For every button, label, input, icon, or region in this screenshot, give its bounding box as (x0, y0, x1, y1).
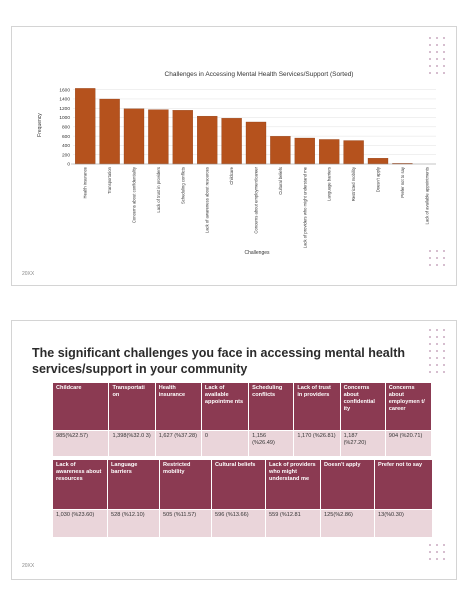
y-tick-label: 1400 (59, 97, 70, 103)
x-tick-label: Cultural beliefs (278, 167, 283, 195)
value-lack-of-appointments: 0 (200, 430, 250, 457)
value-lack-of-awareness: 1,030 (%23.60) (52, 509, 108, 538)
slide-table: The significant challenges you face in a… (11, 320, 457, 580)
header-language-barriers: Language barriers (107, 459, 160, 510)
x-tick-label: Scheduling conflicts (180, 167, 185, 204)
x-tick-label: Concerns about employment/career (254, 166, 259, 233)
header-employment: Concerns about employmen t/ career (384, 382, 433, 431)
y-tick-label: 1000 (59, 115, 70, 121)
bar (270, 136, 291, 165)
bar (319, 139, 340, 165)
x-tick-label: Transportation (107, 166, 112, 194)
header-lack-of-providers: Lack of providers who might understand m… (265, 459, 321, 510)
decorative-dots (429, 37, 450, 79)
x-tick-label: Lack of available appointments (424, 167, 429, 225)
x-tick-label: Prefer not to say (400, 166, 405, 198)
y-tick-label: 400 (62, 143, 70, 149)
x-tick-label: Lack of trust in providers (156, 167, 161, 213)
y-tick-label: 1600 (59, 87, 70, 93)
y-tick-label: 800 (62, 125, 70, 131)
chart-title: Challenges in Accessing Mental Health Se… (165, 71, 354, 78)
y-tick-label: 200 (62, 152, 70, 158)
header-confidentiality: Concerns about confidential ity (339, 382, 386, 431)
bar (148, 109, 169, 165)
header-transportation: Transportati on (108, 382, 156, 431)
y-tick-label: 0 (67, 162, 70, 168)
bar (343, 140, 364, 165)
bar (245, 121, 267, 165)
slide-title: The significant challenges you face in a… (32, 346, 406, 376)
slide-chart: 0 200 400 600 800 1000 1200 1400 1600 Health ins… (11, 26, 457, 286)
bar (221, 118, 242, 165)
challenges-table-2: Lack of awareness about resources Langua… (52, 459, 433, 538)
y-tick-label: 1200 (59, 106, 70, 112)
value-lack-of-providers: 559 (%12.81 (265, 509, 321, 538)
value-restricted-mobility: 505 (%11.57) (159, 509, 212, 538)
header-lack-of-appointments: Lack of available appointme nts (200, 382, 250, 431)
header-cultural-beliefs: Cultural beliefs (211, 459, 266, 510)
bar (75, 88, 96, 165)
header-restricted-mobility: Restricted mobility (159, 459, 212, 510)
header-doesnt-apply: Doesn't apply (320, 459, 375, 510)
value-prefer-not-to-say: 13(%0.30) (374, 509, 433, 538)
value-employment: 904 (%20.71) (384, 430, 433, 457)
x-tick-label: Lack of providers who might understand m… (302, 166, 307, 248)
value-doesnt-apply: 125(%2.86) (320, 509, 375, 538)
x-tick-label: Health insurance (83, 166, 88, 198)
header-lack-of-trust: Lack of trust in providers (293, 382, 341, 431)
header-health-insurance: Health insurance (154, 382, 202, 431)
value-transportation: 1,398(%32.0 3) (108, 430, 156, 457)
bar (123, 108, 145, 165)
x-tick-label: Restricted mobility (351, 166, 356, 201)
decorative-dots-bottom (429, 250, 450, 271)
decorative-dots-bottom (429, 544, 450, 565)
value-language-barriers: 528 (%12.10) (107, 509, 160, 538)
bar (294, 137, 315, 165)
header-lack-of-awareness: Lack of awareness about resources (52, 459, 108, 510)
decorative-dots (429, 329, 450, 378)
challenges-table-1: Childcare Transportati on Health insuran… (51, 382, 433, 457)
bar-chart: 0 200 400 600 800 1000 1200 1400 1600 Health ins… (37, 71, 436, 256)
header-prefer-not-to-say: Prefer not to say (374, 459, 433, 510)
y-axis-label: Frequency (37, 113, 43, 137)
header-scheduling-conflicts: Scheduling conflicts (248, 382, 295, 431)
x-axis-label: Challenges (244, 250, 270, 256)
x-tick-label: Lack of awareness about resources (205, 167, 210, 233)
slide-footer: 20XX (22, 271, 35, 277)
value-scheduling-conflicts: 1,156 (%26.49) (248, 430, 295, 457)
header-childcare: Childcare (51, 382, 110, 431)
value-childcare: 985(%22.57) (51, 430, 110, 457)
x-tick-label: Doesn't apply (376, 166, 381, 192)
bar (172, 110, 193, 165)
slide-footer: 20XX (22, 563, 35, 569)
bar (367, 158, 389, 165)
value-confidentiality: 1,187 (%27.20) (339, 430, 386, 457)
bar (197, 115, 218, 165)
y-tick-label: 600 (62, 134, 70, 140)
x-tick-label: Childcare (229, 166, 234, 184)
value-lack-of-trust: 1,170 (%26.81) (293, 430, 341, 457)
value-health-insurance: 1,627 (%37.28) (154, 430, 202, 457)
x-tick-label: Language barriers (327, 167, 332, 201)
value-cultural-beliefs: 596 (%13.66) (211, 509, 266, 538)
bar (99, 98, 120, 165)
x-tick-label: Concerns about confidentiality (132, 166, 137, 223)
